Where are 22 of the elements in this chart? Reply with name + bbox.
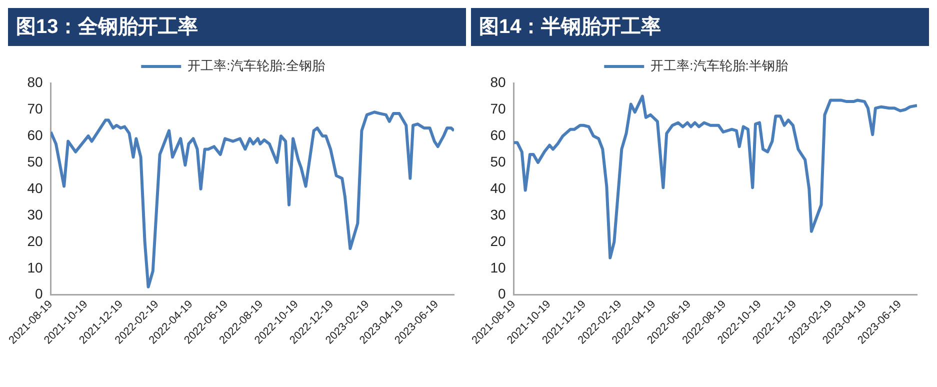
y-tick-label: 40 — [490, 180, 506, 196]
y-tick-label: 80 — [27, 74, 43, 90]
y-tick-label: 50 — [490, 153, 506, 170]
y-tick-label: 10 — [27, 259, 43, 276]
y-tick-label: 30 — [27, 206, 43, 222]
legend-label: 开工率:汽车轮胎:半钢胎 — [650, 58, 788, 74]
y-tick-label: 0 — [498, 286, 506, 302]
chart-title: 图14：半钢胎开工率 — [471, 8, 929, 46]
y-tick-label: 20 — [27, 232, 43, 249]
chart-title: 图13：全钢胎开工率 — [8, 8, 466, 46]
y-tick-label: 10 — [490, 259, 506, 276]
y-tick-label: 70 — [490, 100, 506, 116]
y-tick-label: 60 — [27, 126, 43, 143]
legend-label: 开工率:汽车轮胎:全钢胎 — [188, 58, 325, 74]
y-tick-label: 30 — [490, 206, 506, 222]
y-tick-label: 70 — [27, 100, 43, 116]
y-tick-label: 50 — [27, 153, 43, 170]
y-tick-label: 80 — [490, 74, 506, 90]
y-tick-label: 40 — [27, 180, 43, 196]
y-tick-label: 60 — [490, 126, 506, 143]
y-tick-label: 0 — [34, 286, 43, 302]
y-tick-label: 20 — [490, 232, 506, 249]
